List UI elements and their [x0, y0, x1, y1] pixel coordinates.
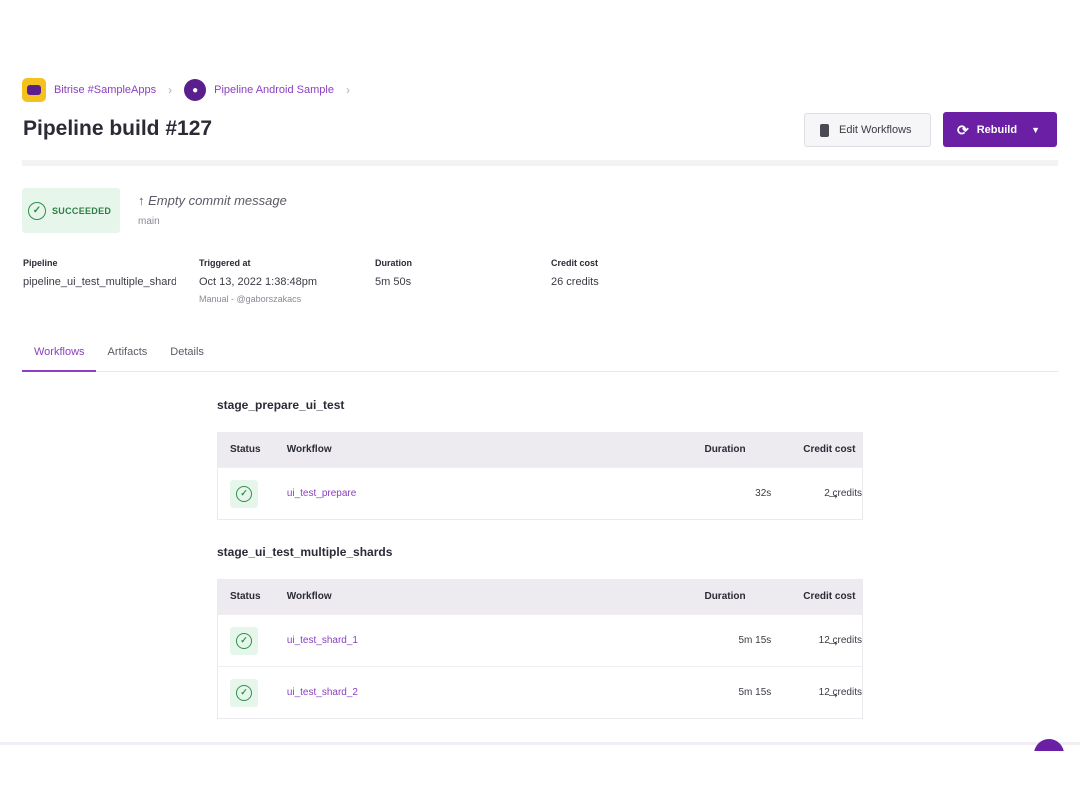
workflow-credits: 12 credits: [818, 687, 862, 698]
rebuild-button[interactable]: ⟳ Rebuild ▼: [943, 112, 1057, 147]
header-credit: Credit cost: [803, 591, 856, 602]
meta-value: pipeline_ui_test_multiple_shards: [23, 276, 176, 288]
chevron-right-icon: ›: [345, 83, 350, 97]
header-status: Status: [230, 444, 261, 455]
stage-title: stage_ui_test_multiple_shards: [217, 545, 393, 559]
workflow-credits: 2 credits: [824, 488, 862, 499]
meta-value: 26 credits: [551, 276, 599, 288]
meta-label: Credit cost: [551, 258, 599, 268]
arrow-right-icon[interactable]: →: [826, 485, 840, 502]
tab-bar: Workflows Artifacts Details: [22, 344, 1058, 372]
workflow-link[interactable]: ui_test_prepare: [286, 488, 357, 499]
meta-credit: Credit cost 26 credits: [551, 258, 701, 288]
breadcrumb-project-link[interactable]: Pipeline Android Sample: [214, 84, 334, 96]
arrow-right-icon[interactable]: →: [826, 632, 840, 649]
table-header: Status Workflow Duration Credit cost: [218, 579, 862, 614]
breadcrumb: Bitrise #SampleApps › ● Pipeline Android…: [22, 78, 354, 102]
header-credit: Credit cost: [803, 444, 856, 455]
header-workflow: Workflow: [286, 591, 332, 602]
meta-label: Duration: [375, 258, 412, 268]
refresh-icon: ⟳: [957, 121, 969, 138]
workflow-table: Status Workflow Duration Credit cost ✓ u…: [217, 579, 863, 719]
project-avatar-icon: ●: [184, 79, 207, 101]
edit-workflows-label: Edit Workflows: [839, 124, 912, 136]
header-duration: Duration: [704, 444, 746, 455]
tab-artifacts[interactable]: Artifacts: [107, 346, 148, 358]
arrow-right-icon[interactable]: →: [826, 684, 840, 701]
stage-title: stage_prepare_ui_test: [217, 398, 345, 412]
workflow-table: Status Workflow Duration Credit cost ✓ u…: [217, 432, 863, 520]
meta-value: 5m 50s: [375, 276, 412, 288]
meta-triggered: Triggered at Oct 13, 2022 1:38:48pm Manu…: [199, 258, 359, 304]
header-status: Status: [230, 591, 261, 602]
table-row[interactable]: ✓ ui_test_shard_2 5m 15s 12 credits →: [218, 666, 862, 718]
meta-subtext: Manual - @gaborszakacs: [199, 294, 302, 304]
meta-label: Pipeline: [23, 258, 58, 268]
meta-duration: Duration 5m 50s: [375, 258, 525, 288]
tab-workflows[interactable]: Workflows: [22, 344, 96, 372]
tab-details[interactable]: Details: [170, 346, 204, 358]
success-icon: ✓: [230, 626, 258, 655]
workflow-duration: 5m 15s: [738, 635, 772, 646]
success-icon: ✓: [230, 678, 258, 707]
header-workflow: Workflow: [286, 444, 332, 455]
commit-message-text: Empty commit message: [148, 193, 287, 208]
success-icon: ✓: [230, 479, 258, 508]
branch-name: main: [138, 216, 160, 227]
workflow-editor-icon: [820, 123, 829, 137]
edit-workflows-button[interactable]: Edit Workflows: [804, 113, 931, 147]
meta-label: Triggered at: [199, 258, 251, 268]
help-chat-button[interactable]: [1034, 739, 1064, 751]
commit-arrow-icon: ↑: [138, 193, 145, 208]
status-label: SUCCEEDED: [52, 205, 112, 216]
table-row[interactable]: ✓ ui_test_prepare 32s 2 credits →: [218, 467, 862, 519]
workflow-duration: 5m 15s: [738, 687, 772, 698]
header-duration: Duration: [704, 591, 746, 602]
bottom-divider: [0, 742, 1080, 745]
commit-message: ↑ Empty commit message: [138, 193, 287, 208]
check-circle-icon: ✓: [28, 201, 46, 220]
workflow-credits: 12 credits: [818, 635, 862, 646]
chevron-down-icon[interactable]: ▼: [1031, 124, 1040, 135]
rebuild-label: Rebuild: [976, 123, 1018, 136]
breadcrumb-workspace-link[interactable]: Bitrise #SampleApps: [54, 84, 157, 96]
header-divider: [22, 160, 1058, 166]
page-title: Pipeline build #127: [23, 117, 213, 140]
meta-pipeline: Pipeline pipeline_ui_test_multiple_shard…: [23, 258, 176, 288]
table-row[interactable]: ✓ ui_test_shard_1 5m 15s 12 credits →: [218, 614, 862, 666]
workflow-duration: 32s: [755, 488, 772, 499]
workflow-link[interactable]: ui_test_shard_1: [286, 635, 358, 646]
table-header: Status Workflow Duration Credit cost: [218, 432, 862, 467]
chevron-right-icon: ›: [168, 83, 173, 97]
workspace-logo-icon: [22, 78, 46, 102]
workflow-link[interactable]: ui_test_shard_2: [286, 687, 358, 698]
meta-value: Oct 13, 2022 1:38:48pm: [199, 276, 318, 288]
status-badge: ✓ SUCCEEDED: [22, 188, 120, 233]
